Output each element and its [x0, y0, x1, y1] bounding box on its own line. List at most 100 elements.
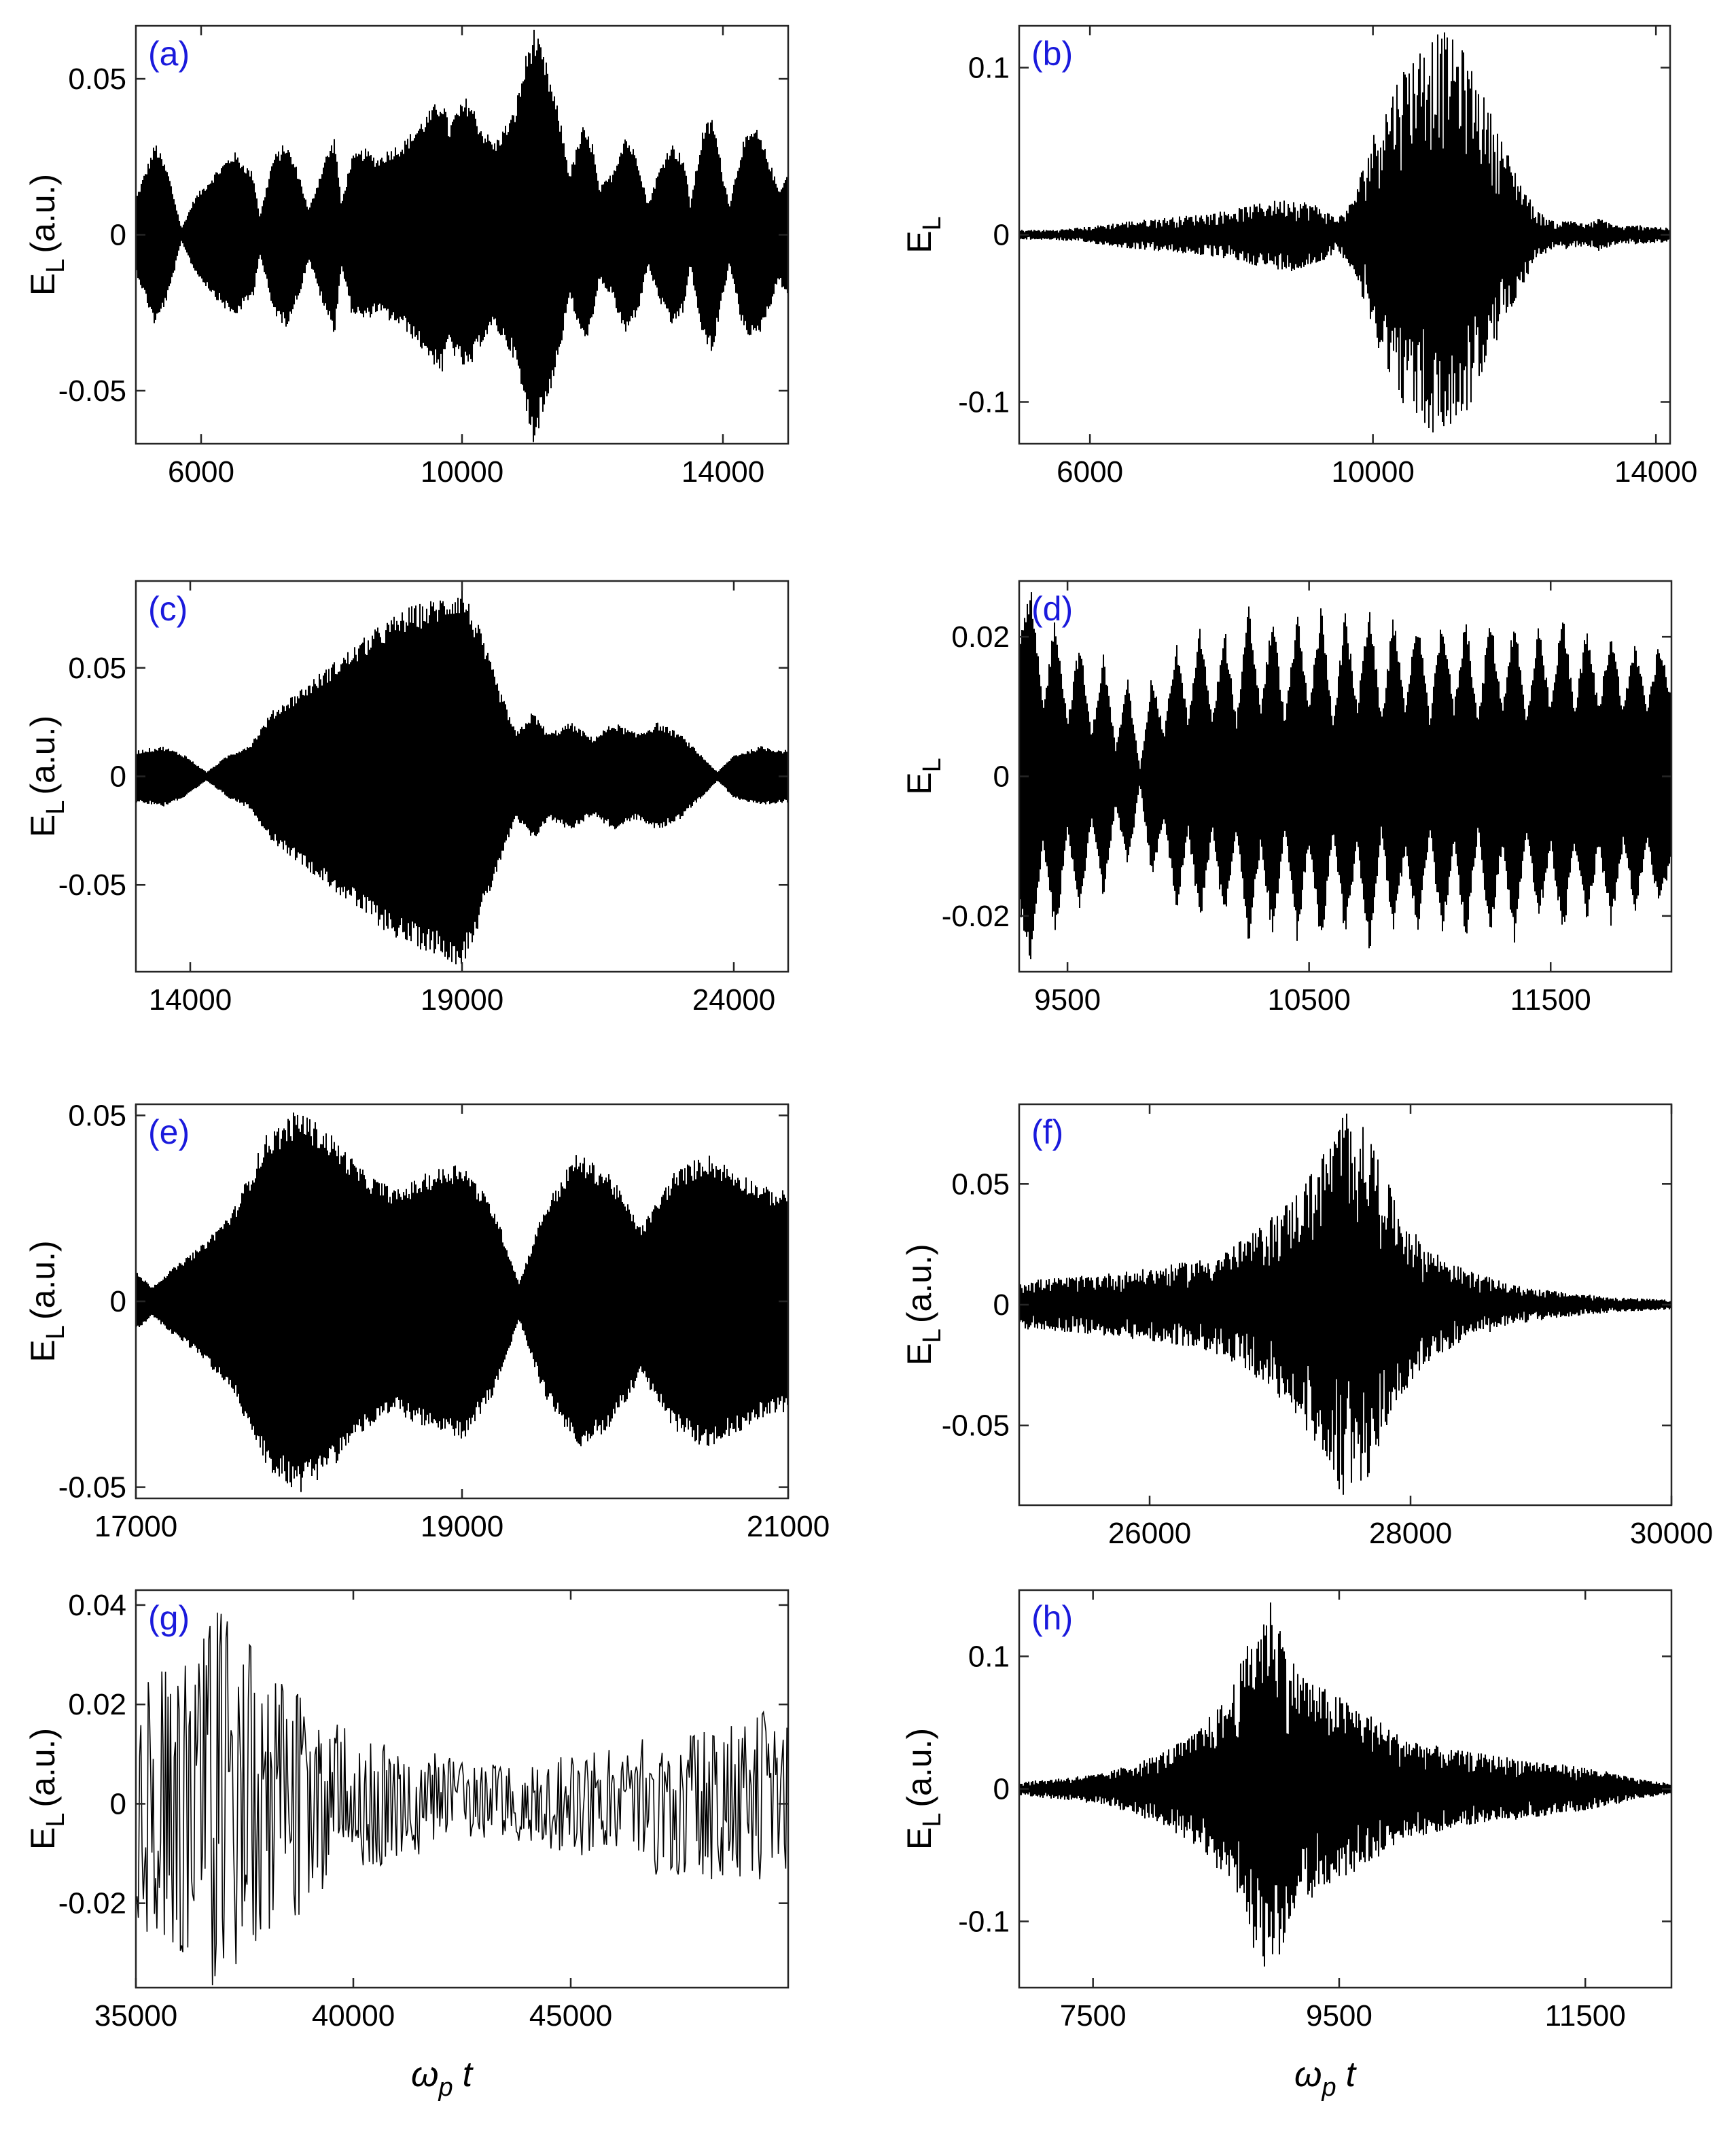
- y-tick-label: 0: [993, 1288, 1010, 1322]
- y-axis-label: EL (a.u.): [24, 174, 70, 296]
- y-tick-label: 0: [110, 1285, 126, 1318]
- y-axis-label: EL (a.u.): [900, 1728, 946, 1850]
- y-axis-label: EL (a.u.): [24, 1240, 70, 1362]
- y-tick-label: 0.1: [968, 52, 1010, 85]
- x-label-sub: p: [1321, 2073, 1336, 2102]
- y-label-sub: L: [41, 800, 70, 815]
- y-label-sub: L: [918, 216, 946, 230]
- panel-a: 6000 10000 14000 -0.05 0 0.05 EL (a.u.) (a): [24, 24, 790, 489]
- y-tick-label: 0.05: [68, 652, 126, 685]
- y-label-sub: L: [41, 1813, 70, 1827]
- y-label-main: E: [900, 1343, 938, 1365]
- y-tick-label: -0.05: [942, 1409, 1010, 1443]
- x-tick-label: 21000: [747, 1510, 830, 1543]
- y-tick-label: -0.1: [958, 1905, 1010, 1939]
- panel-e: 17000 19000 21000 -0.05 0 0.05 EL (a.u.) (e): [24, 1099, 830, 1543]
- panel-g: 35000 40000 45000 -0.02 0 0.02 0.04 EL (a.u.) (g)…: [24, 1589, 790, 2102]
- signal-trace: [136, 1613, 788, 1986]
- y-axis-label: EL: [900, 758, 946, 795]
- x-tick-label: 14000: [1614, 455, 1697, 489]
- x-tick-label: 7500: [1060, 1999, 1127, 2033]
- panel-b: 6000 10000 14000 -0.1 0 0.1 EL (b): [900, 24, 1697, 489]
- y-tick-label: 0: [993, 219, 1010, 252]
- x-tick-label: 30000: [1630, 1517, 1713, 1550]
- signal-trace: [1019, 32, 1670, 433]
- x-tick-label: 17000: [94, 1510, 177, 1543]
- x-tick-label: 6000: [168, 455, 234, 489]
- signal-trace: [136, 1112, 788, 1492]
- x-tick-label: 28000: [1369, 1517, 1452, 1550]
- y-label-unit: (a.u.): [24, 1728, 62, 1808]
- panel-label: (g): [148, 1599, 190, 1637]
- y-tick-label: 0.1: [968, 1640, 1010, 1674]
- y-label-main: E: [24, 1339, 62, 1362]
- x-tick-label: 9500: [1034, 983, 1101, 1017]
- x-axis-label: ωp t: [1294, 2055, 1358, 2102]
- y-tick-label: -0.05: [58, 1471, 126, 1505]
- x-label-sub: p: [438, 2073, 453, 2102]
- panel-f: 26000 28000 30000 -0.05 0 0.05 EL (a.u.) (f): [900, 1103, 1713, 1550]
- y-tick-label: -0.1: [958, 386, 1010, 419]
- axes-box: [135, 1589, 790, 1989]
- panel-label: (a): [148, 35, 190, 73]
- x-label-main: ω: [1294, 2055, 1322, 2094]
- y-tick-label: 0.02: [68, 1688, 126, 1721]
- y-tick-label: 0.05: [68, 63, 126, 96]
- y-tick-label: 0.05: [68, 1099, 126, 1132]
- panel-label: (e): [148, 1113, 190, 1151]
- panel-h: 7500 9500 11500 -0.1 0 0.1 EL (a.u.) (h) ωp t: [900, 1589, 1673, 2102]
- panel-label: (b): [1031, 35, 1073, 73]
- y-label-unit: (a.u.): [900, 1244, 938, 1323]
- panel-label: (h): [1031, 1599, 1073, 1637]
- x-tick-label: 11500: [1510, 983, 1591, 1017]
- y-tick-label: 0: [993, 760, 1010, 794]
- y-axis-label: EL (a.u.): [24, 716, 70, 837]
- y-label-main: E: [24, 1827, 62, 1850]
- x-tick-label: 11500: [1545, 1999, 1626, 2033]
- x-axis-label: ωp t: [411, 2055, 474, 2102]
- x-tick-label: 45000: [529, 1999, 612, 2033]
- signal-trace: [1019, 1113, 1671, 1495]
- x-tick-label: 14000: [681, 455, 764, 489]
- y-label-sub: L: [41, 259, 70, 273]
- y-label-unit: (a.u.): [900, 1728, 938, 1808]
- y-label-main: E: [900, 230, 938, 253]
- y-axis-label: EL (a.u.): [24, 1728, 70, 1850]
- x-label-main: ω: [411, 2055, 439, 2094]
- y-tick-label: -0.05: [58, 868, 126, 902]
- y-tick-label: -0.02: [58, 1887, 126, 1920]
- y-axis-label: EL (a.u.): [900, 1244, 946, 1365]
- y-label-main: E: [24, 815, 62, 837]
- x-tick-label: 24000: [692, 983, 775, 1017]
- y-label-unit: (a.u.): [24, 716, 62, 795]
- y-label-main: E: [24, 273, 62, 296]
- y-label-sub: L: [41, 1325, 70, 1339]
- y-tick-label: 0.02: [951, 620, 1010, 654]
- y-tick-label: 0: [110, 1787, 126, 1820]
- x-tick-label: 10000: [421, 455, 503, 489]
- y-label-main: E: [900, 772, 938, 794]
- panel-c: 14000 19000 24000 -0.05 0 0.05 EL (a.u.) (c): [24, 580, 790, 1017]
- y-axis-label: EL: [900, 216, 946, 253]
- y-label-sub: L: [918, 1329, 946, 1343]
- panel-label: (f): [1031, 1113, 1063, 1151]
- x-tick-label: 19000: [421, 983, 503, 1017]
- x-label-tail: t: [1346, 2055, 1358, 2094]
- x-tick-label: 10500: [1267, 983, 1350, 1017]
- panel-label: (c): [148, 590, 188, 628]
- y-tick-label: 0: [993, 1773, 1010, 1806]
- y-label-sub: L: [918, 758, 946, 772]
- x-tick-label: 10000: [1331, 455, 1414, 489]
- y-tick-label: 0: [110, 219, 126, 252]
- y-tick-label: 0: [110, 760, 126, 794]
- y-tick-label: 0.04: [68, 1589, 126, 1622]
- x-tick-label: 14000: [149, 983, 232, 1017]
- y-tick-label: 0.05: [951, 1167, 1010, 1201]
- x-tick-label: 19000: [421, 1510, 503, 1543]
- x-label-tail: t: [463, 2055, 474, 2094]
- panel-d: 9500 10500 11500 -0.02 0 0.02 EL (d): [900, 580, 1673, 1017]
- signal-trace: [136, 29, 788, 442]
- y-tick-label: -0.05: [58, 374, 126, 408]
- x-tick-label: 9500: [1306, 1999, 1372, 2033]
